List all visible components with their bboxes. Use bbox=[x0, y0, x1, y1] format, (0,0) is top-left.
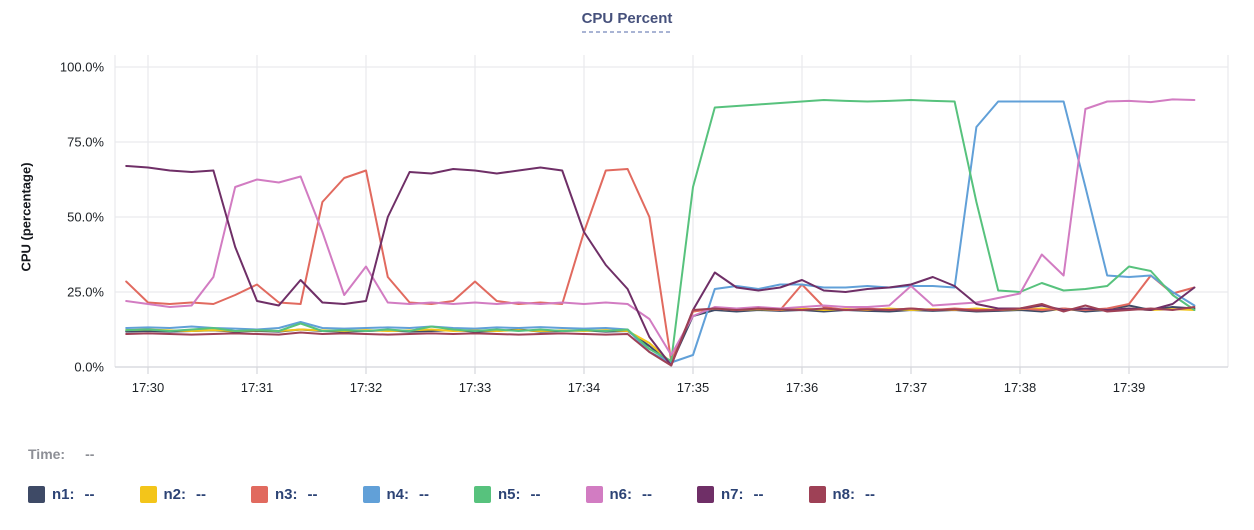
cpu-percent-chart[interactable]: 100.0% 75.0% 50.0% 25.0% 0.0% 17:30 17:31 17:32… bbox=[0, 0, 1254, 412]
legend-swatch-n8 bbox=[808, 486, 826, 503]
legend-value: -- bbox=[419, 486, 429, 503]
legend-label: n2: bbox=[163, 486, 187, 503]
x-tick-label: 17:32 bbox=[350, 380, 383, 395]
legend-item-n5[interactable]: n5: -- bbox=[474, 486, 541, 503]
x-tick-label: 17:35 bbox=[677, 380, 710, 395]
x-tick-label: 17:39 bbox=[1113, 380, 1146, 395]
legend-item-n6[interactable]: n6: -- bbox=[585, 486, 652, 503]
legend-item-n4[interactable]: n4: -- bbox=[362, 486, 429, 503]
x-tick-label: 17:38 bbox=[1004, 380, 1037, 395]
y-tick-label: 0.0% bbox=[74, 360, 104, 375]
legend-swatch-n4 bbox=[362, 486, 380, 503]
title-dashed-underline bbox=[581, 31, 673, 33]
x-tick-label: 17:33 bbox=[459, 380, 492, 395]
legend-label: n7: bbox=[721, 486, 744, 503]
legend-item-n1[interactable]: n1: -- bbox=[28, 486, 95, 503]
y-tick-label: 100.0% bbox=[60, 60, 105, 75]
time-readout: Time: -- bbox=[28, 446, 94, 462]
series-line-n6 bbox=[125, 98, 1196, 356]
legend-value: -- bbox=[307, 486, 318, 503]
legend-value: -- bbox=[196, 486, 206, 503]
time-value: -- bbox=[85, 446, 95, 462]
legend-item-n8[interactable]: n8: -- bbox=[808, 486, 875, 503]
series-line-n5 bbox=[125, 99, 1196, 362]
x-tick-label: 17:30 bbox=[132, 380, 165, 395]
legend-value: -- bbox=[865, 486, 875, 503]
legend-swatch-n7 bbox=[697, 486, 714, 503]
y-tick-label: 50.0% bbox=[67, 210, 104, 225]
x-tick-label: 17:36 bbox=[786, 380, 819, 395]
legend-item-n2[interactable]: n2: -- bbox=[139, 486, 206, 503]
series-line-n3 bbox=[125, 168, 1196, 362]
y-axis-title: CPU (percentage) bbox=[18, 162, 34, 272]
legend-swatch-n5 bbox=[474, 486, 491, 503]
x-tick-label: 17:37 bbox=[895, 380, 928, 395]
legend-label: n3: bbox=[275, 486, 298, 503]
legend-swatch-n1 bbox=[28, 486, 45, 503]
legend-swatch-n2 bbox=[139, 486, 157, 503]
legend-label: n4: bbox=[386, 486, 410, 503]
legend-value: -- bbox=[530, 486, 541, 503]
legend: n1: -- n2: -- n3: -- n4: -- n5: -- n6: -- n7: -- n8: -- bbox=[28, 486, 875, 503]
x-tick-label: 17:31 bbox=[241, 380, 274, 395]
y-tick-label: 25.0% bbox=[67, 285, 104, 300]
legend-label: n6: bbox=[609, 486, 633, 503]
legend-value: -- bbox=[84, 486, 95, 503]
legend-label: n1: bbox=[52, 486, 75, 503]
series-line-n8 bbox=[125, 303, 1196, 367]
x-tick-label: 17:34 bbox=[568, 380, 601, 395]
legend-value: -- bbox=[642, 486, 652, 503]
legend-label: n8: bbox=[832, 486, 856, 503]
y-tick-label: 75.0% bbox=[67, 135, 104, 150]
legend-value: -- bbox=[753, 486, 764, 503]
legend-swatch-n6 bbox=[585, 486, 603, 503]
legend-swatch-n3 bbox=[251, 486, 268, 503]
time-label: Time: bbox=[28, 446, 66, 462]
legend-label: n5: bbox=[498, 486, 521, 503]
legend-item-n3[interactable]: n3: -- bbox=[251, 486, 318, 503]
legend-item-n7[interactable]: n7: -- bbox=[697, 486, 764, 503]
series-line-n4 bbox=[125, 100, 1196, 364]
panel-title[interactable]: CPU Percent bbox=[581, 10, 673, 27]
